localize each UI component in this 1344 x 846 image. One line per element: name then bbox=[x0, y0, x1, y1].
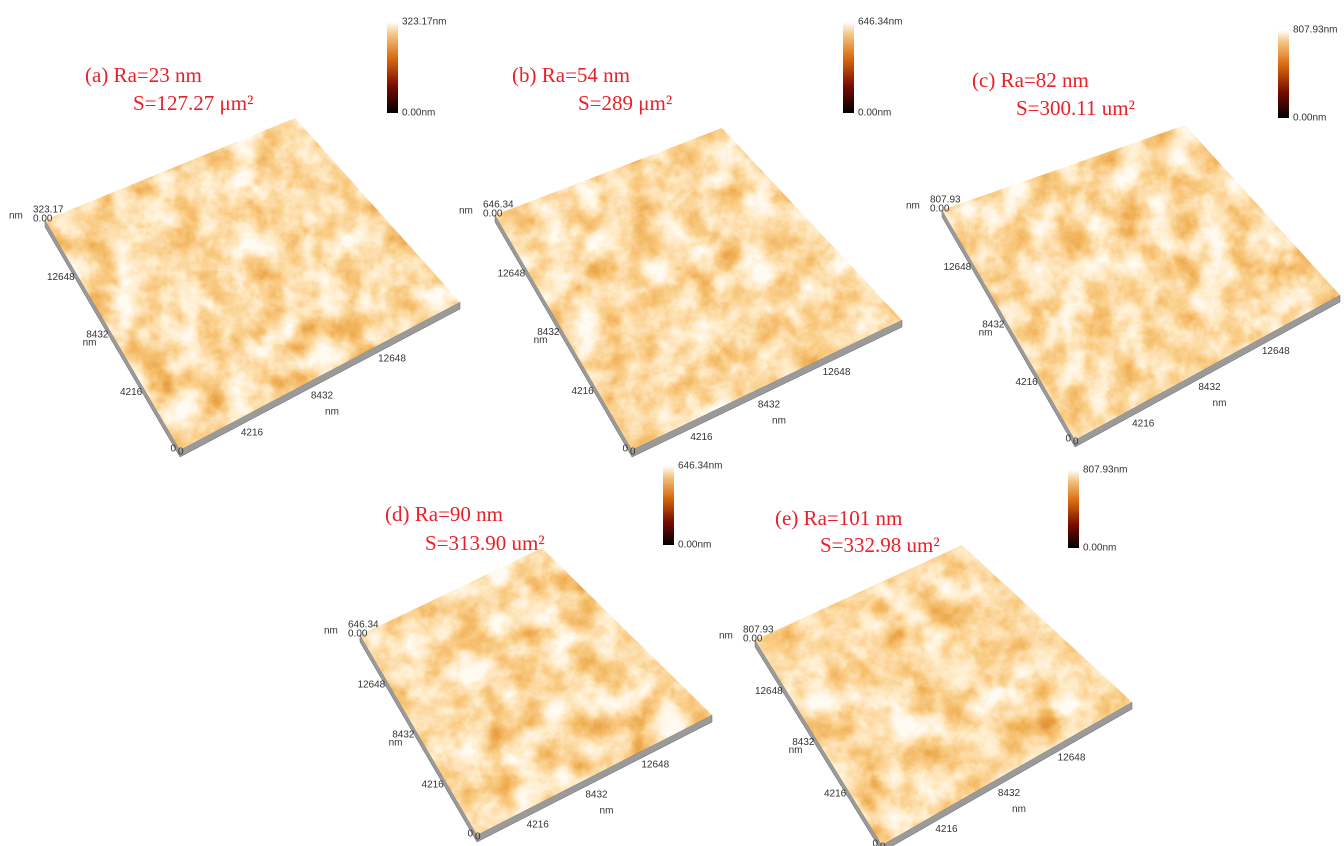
afm-surface bbox=[45, 118, 460, 450]
x-tick-label: 4216 bbox=[935, 824, 958, 835]
x-tick-label: 8432 bbox=[585, 790, 608, 801]
y-tick-label: 12648 bbox=[357, 680, 385, 691]
x-tick-label: 4216 bbox=[241, 428, 264, 439]
y-axis-unit: nm bbox=[979, 328, 993, 339]
color-scale bbox=[843, 22, 854, 113]
origin-label: 0 bbox=[1065, 434, 1071, 445]
scale-min: 0.00nm bbox=[678, 540, 711, 551]
scale-max: 646.34nm bbox=[858, 17, 902, 28]
panel-title: (c) Ra=82 nm bbox=[972, 68, 1089, 92]
z-unit: nm bbox=[906, 201, 920, 212]
afm-panel: (e) Ra=101 nmS=332.98 um²807.93nm0.00nm8… bbox=[719, 465, 1132, 846]
color-scale bbox=[1068, 470, 1079, 548]
y-axis-unit: nm bbox=[83, 338, 97, 349]
surface-area: S=313.90 um² bbox=[425, 531, 545, 555]
x-tick-label: 8432 bbox=[311, 391, 334, 402]
z-min: 0.00 bbox=[743, 634, 763, 645]
scale-max: 646.34nm bbox=[678, 461, 722, 472]
x-tick-label: 12648 bbox=[1058, 752, 1086, 763]
afm-surface bbox=[360, 548, 712, 835]
y-tick-label: 4216 bbox=[572, 386, 595, 397]
origin-label: 0 bbox=[630, 447, 636, 458]
x-axis-unit: nm bbox=[1213, 398, 1227, 409]
afm-panel: (a) Ra=23 nmS=127.27 μm²323.17nm0.00nm32… bbox=[9, 17, 460, 458]
scale-min: 0.00nm bbox=[402, 108, 435, 119]
origin-label: 0 bbox=[1073, 437, 1079, 448]
z-min: 0.00 bbox=[483, 209, 503, 220]
x-tick-label: 8432 bbox=[758, 400, 781, 411]
surface-area: S=127.27 μm² bbox=[133, 91, 253, 115]
scale-max: 323.17nm bbox=[402, 17, 446, 28]
x-axis-unit: nm bbox=[600, 806, 614, 817]
x-tick-label: 12648 bbox=[641, 760, 669, 771]
origin-label: 0 bbox=[622, 444, 628, 455]
afm-panel: (b) Ra=54 nmS=289 μm²646.34nm0.00nm646.3… bbox=[459, 17, 902, 458]
x-tick-label: 8432 bbox=[998, 788, 1021, 799]
x-tick-label: 4216 bbox=[690, 432, 713, 443]
origin-label: 0 bbox=[170, 444, 176, 455]
y-tick-label: 12648 bbox=[755, 686, 783, 697]
scale-min: 0.00nm bbox=[858, 108, 891, 119]
origin-label: 0 bbox=[467, 829, 473, 840]
z-unit: nm bbox=[459, 206, 473, 217]
surface-area: S=289 μm² bbox=[578, 91, 672, 115]
y-tick-label: 4216 bbox=[120, 387, 143, 398]
y-axis-unit: nm bbox=[789, 745, 803, 756]
origin-label: 0 bbox=[872, 839, 878, 846]
y-tick-label: 4216 bbox=[1016, 377, 1039, 388]
x-tick-label: 8432 bbox=[1198, 382, 1221, 393]
afm-panel: (d) Ra=90 nmS=313.90 um²646.34nm0.00nm64… bbox=[324, 461, 722, 843]
scale-min: 0.00nm bbox=[1083, 543, 1116, 554]
scale-min: 0.00nm bbox=[1293, 113, 1326, 124]
z-unit: nm bbox=[324, 626, 338, 637]
y-axis-unit: nm bbox=[534, 335, 548, 346]
panel-title: (b) Ra=54 nm bbox=[512, 63, 630, 87]
origin-label: 0 bbox=[475, 832, 481, 843]
panel-title: (a) Ra=23 nm bbox=[85, 63, 202, 87]
afm-surface bbox=[495, 128, 902, 450]
x-axis-unit: nm bbox=[1012, 804, 1026, 815]
panel-title: (d) Ra=90 nm bbox=[385, 502, 503, 526]
z-min: 0.00 bbox=[930, 204, 950, 215]
y-tick-label: 12648 bbox=[943, 262, 971, 273]
figure: (a) Ra=23 nmS=127.27 μm²323.17nm0.00nm32… bbox=[0, 0, 1344, 846]
color-scale bbox=[663, 466, 674, 545]
surface-area: S=300.11 um² bbox=[1016, 96, 1135, 120]
scale-max: 807.93nm bbox=[1293, 25, 1337, 36]
panel-title: (e) Ra=101 nm bbox=[775, 506, 902, 530]
z-unit: nm bbox=[719, 631, 733, 642]
z-min: 0.00 bbox=[348, 629, 368, 640]
y-tick-label: 4216 bbox=[824, 788, 847, 799]
afm-panel: (c) Ra=82 nmS=300.11 um²807.93nm0.00nm80… bbox=[906, 25, 1340, 448]
x-axis-unit: nm bbox=[325, 407, 339, 418]
y-tick-label: 4216 bbox=[422, 780, 445, 791]
y-tick-label: 12648 bbox=[497, 268, 525, 279]
origin-label: 0 bbox=[178, 447, 184, 458]
y-axis-unit: nm bbox=[389, 738, 403, 749]
x-tick-label: 4216 bbox=[527, 820, 550, 831]
x-tick-label: 12648 bbox=[1262, 346, 1290, 357]
x-tick-label: 4216 bbox=[1132, 418, 1155, 429]
surface-area: S=332.98 um² bbox=[820, 533, 940, 557]
x-tick-label: 12648 bbox=[378, 354, 406, 365]
origin-label: 0 bbox=[880, 842, 886, 846]
y-tick-label: 12648 bbox=[47, 272, 75, 283]
afm-surface bbox=[755, 545, 1132, 845]
z-min: 0.00 bbox=[33, 214, 53, 225]
z-unit: nm bbox=[9, 211, 23, 222]
color-scale bbox=[387, 22, 398, 113]
color-scale bbox=[1278, 30, 1289, 118]
afm-surface bbox=[942, 125, 1340, 440]
x-axis-unit: nm bbox=[772, 416, 786, 427]
scale-max: 807.93nm bbox=[1083, 465, 1127, 476]
x-tick-label: 12648 bbox=[823, 367, 851, 378]
